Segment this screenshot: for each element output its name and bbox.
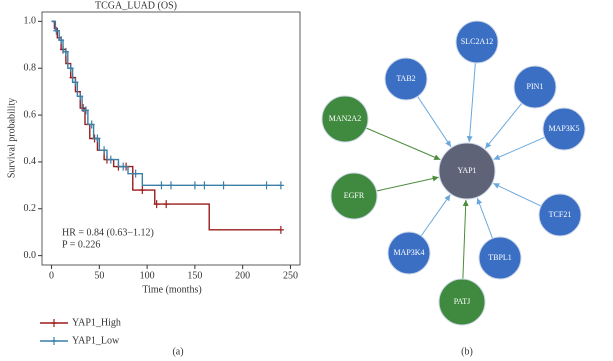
node — [387, 231, 431, 275]
chart-title: TCGA_LUAD (OS) — [95, 0, 177, 11]
x-axis-label: Time (months) — [142, 284, 201, 295]
node-label: MAP3K5 — [548, 124, 579, 133]
node — [513, 65, 557, 109]
censor-mark — [88, 120, 95, 129]
censor-mark — [139, 186, 146, 195]
panel-label: (a) — [172, 346, 183, 357]
x-tick-label: 250 — [283, 270, 298, 281]
node-label: MAP3K4 — [393, 248, 424, 257]
y-tick-label: 0.8 — [24, 63, 37, 74]
y-tick-label: 0.0 — [24, 250, 37, 261]
panel-label: (b) — [461, 346, 473, 357]
censor-mark — [94, 134, 101, 143]
edge — [420, 194, 451, 237]
edge — [476, 197, 494, 239]
censor-mark — [77, 92, 84, 101]
node — [330, 172, 378, 220]
legend-marker — [51, 337, 57, 345]
node — [321, 95, 369, 143]
node — [538, 193, 582, 237]
edge — [493, 182, 542, 207]
censor-mark — [62, 47, 69, 56]
node — [542, 107, 586, 151]
node — [455, 20, 499, 64]
node-label: PATJ — [454, 297, 471, 306]
legend-label: YAP1_Low — [72, 335, 120, 346]
node-label: EGFR — [344, 191, 365, 200]
y-axis-label: Survival probability — [6, 98, 17, 178]
legend-label: YAP1_High — [72, 317, 121, 328]
x-tick-label: 100 — [140, 270, 155, 281]
node-label: SLC2A12 — [461, 37, 493, 46]
censor-mark — [277, 225, 284, 234]
censor-mark — [277, 181, 284, 190]
censor-mark — [101, 146, 108, 155]
edge — [484, 103, 523, 149]
node — [384, 57, 428, 101]
censor-mark — [163, 200, 170, 209]
censor-mark — [53, 26, 60, 35]
node — [438, 278, 486, 326]
edge — [365, 127, 441, 161]
node-label: TBPL1 — [488, 253, 512, 262]
censor-mark — [191, 181, 198, 190]
edge — [493, 136, 545, 160]
annotation: P = 0.226 — [62, 239, 100, 250]
censor-mark — [201, 181, 208, 190]
x-tick-label: 150 — [187, 270, 202, 281]
censor-mark — [158, 181, 165, 190]
edge — [417, 96, 452, 148]
center-label: YAP1 — [457, 166, 476, 175]
censor-mark — [58, 36, 65, 45]
node-label: TCF21 — [549, 210, 572, 219]
edge — [466, 62, 476, 143]
node — [478, 236, 522, 280]
censor-mark — [168, 181, 174, 190]
x-tick-label: 50 — [94, 270, 104, 281]
node-label: PIN1 — [527, 82, 544, 91]
censor-mark — [120, 162, 127, 171]
censor-mark — [72, 78, 79, 87]
node-label: TAB2 — [396, 74, 415, 83]
y-tick-label: 0.4 — [24, 156, 37, 167]
edge — [376, 175, 439, 192]
y-tick-label: 0.2 — [24, 203, 37, 214]
x-tick-label: 200 — [235, 270, 250, 281]
annotation: HR = 0.84 (0.63−1.12) — [62, 227, 154, 238]
censor-mark — [67, 64, 74, 73]
censor-mark — [263, 181, 270, 190]
y-tick-label: 0.6 — [24, 109, 37, 120]
node-label: MAN2A2 — [329, 114, 361, 123]
edge — [462, 199, 469, 280]
legend-marker — [51, 319, 57, 327]
censor-mark — [82, 106, 89, 115]
plot-frame — [41, 11, 301, 266]
censor-mark — [107, 155, 114, 164]
survival-curve — [51, 20, 281, 187]
censor-mark — [220, 181, 227, 190]
survival-curve — [51, 20, 281, 231]
censor-mark — [153, 200, 160, 209]
x-tick-label: 0 — [49, 270, 54, 281]
y-tick-label: 1.0 — [24, 16, 37, 27]
center-node — [438, 142, 496, 200]
censor-mark — [132, 169, 139, 178]
